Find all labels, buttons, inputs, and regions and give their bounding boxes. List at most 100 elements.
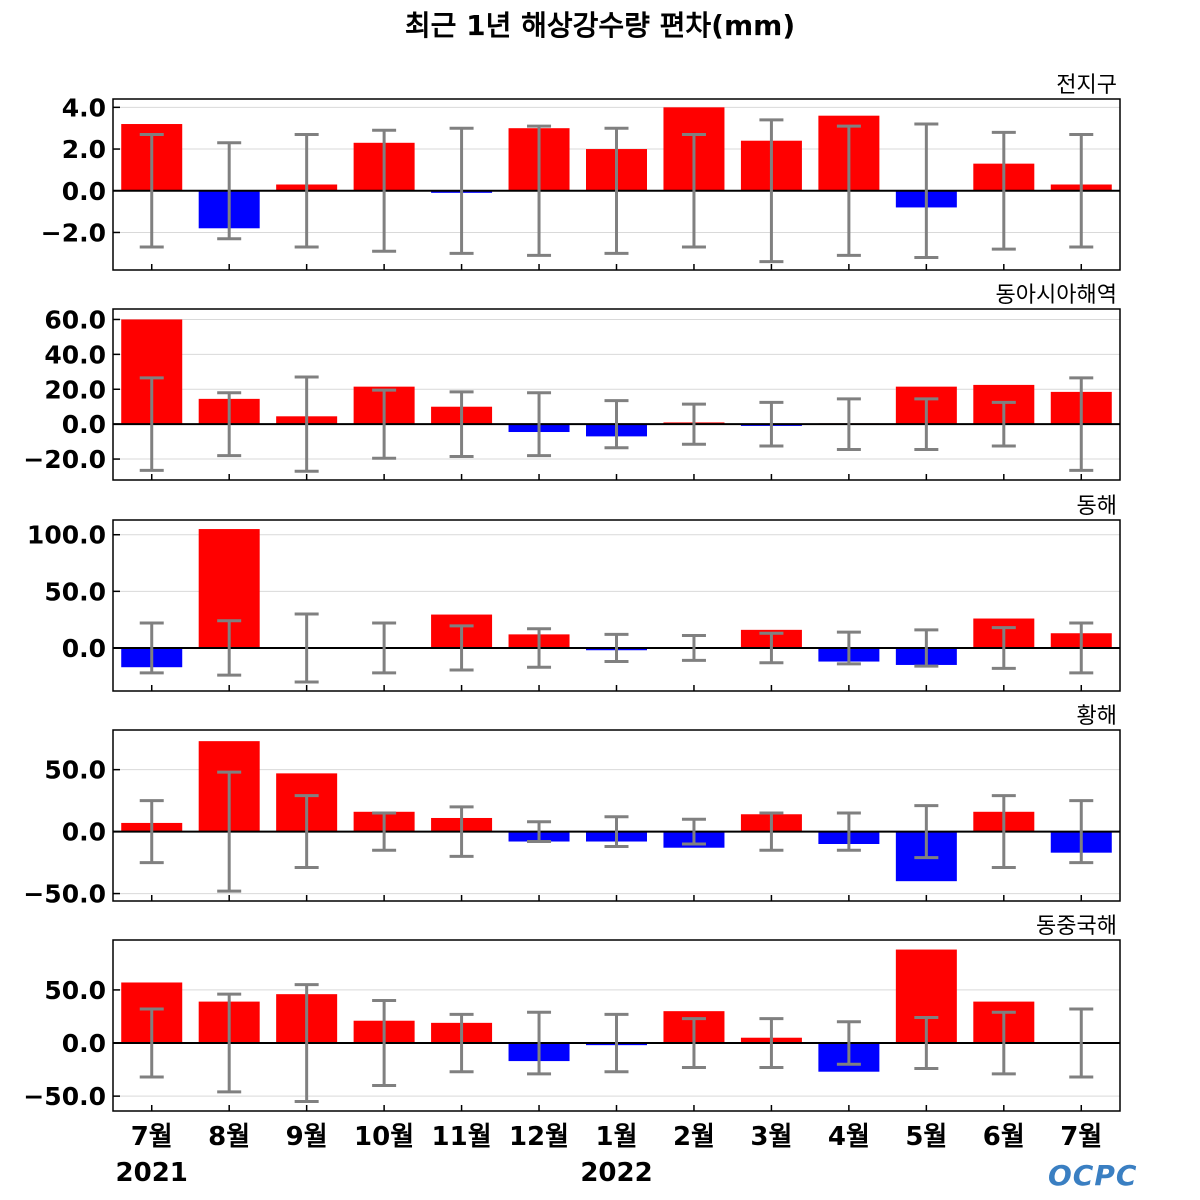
error-bar bbox=[836, 811, 861, 852]
x-tick-label: 8월 bbox=[208, 1122, 250, 1152]
x-tick-label: 7월 bbox=[1060, 1122, 1102, 1152]
error-bar bbox=[991, 400, 1016, 448]
y-tick-label: 0.0 bbox=[62, 818, 106, 847]
panel-3: 100.0 50.0 0.0 동해 bbox=[27, 494, 1121, 692]
error-bar bbox=[372, 811, 397, 852]
panel-title: 동중국해 bbox=[1036, 914, 1117, 939]
error-bar bbox=[604, 1012, 629, 1074]
panel-4: 50.0 0.0 −50.0 황해 bbox=[23, 704, 1121, 909]
error-bar bbox=[1069, 132, 1094, 249]
panel-2: 60.0 40.0 20.0 0.0 −20.0 동아시아해역 bbox=[23, 283, 1121, 481]
chart-title: 최근 1년 해상강수량 편차(mm) bbox=[404, 9, 796, 42]
x-tick-label: 2월 bbox=[673, 1122, 715, 1152]
error-bar bbox=[759, 811, 784, 852]
y-tick-label: 100.0 bbox=[27, 521, 106, 550]
error-bar bbox=[527, 1010, 552, 1076]
error-bar bbox=[139, 1007, 164, 1079]
error-bar bbox=[836, 124, 861, 257]
x-tick-label: 9월 bbox=[286, 1122, 328, 1152]
error-bar bbox=[991, 794, 1016, 870]
x-axis-labels: 7월 8월 9월 10월 11월 12월 1월 2월 3월 4월 5월 6월 7월 2021 2022 bbox=[116, 1122, 1103, 1188]
plot-frame bbox=[112, 308, 1121, 481]
error-bar bbox=[449, 805, 474, 858]
error-bar bbox=[604, 399, 629, 450]
y-tick-label: 0.0 bbox=[62, 177, 106, 206]
x-tick-label: 1월 bbox=[595, 1122, 637, 1152]
error-bar bbox=[139, 799, 164, 865]
error-bar bbox=[991, 626, 1016, 670]
y-tick-label: 60.0 bbox=[44, 305, 106, 334]
panel-5: 50.0 0.0 −50.0 동중국해 bbox=[23, 914, 1121, 1112]
error-bar bbox=[372, 621, 397, 675]
error-bar bbox=[294, 612, 319, 684]
error-bar bbox=[604, 815, 629, 848]
y-tick-label: 4.0 bbox=[62, 93, 106, 122]
x-tick-label: 4월 bbox=[828, 1122, 870, 1152]
error-bar bbox=[914, 122, 939, 259]
error-bar bbox=[449, 126, 474, 255]
plot-frame bbox=[112, 519, 1121, 692]
error-bar bbox=[1069, 376, 1094, 472]
error-bar bbox=[449, 1012, 474, 1074]
y-tick-label: 20.0 bbox=[44, 375, 106, 404]
error-bar bbox=[991, 1010, 1016, 1076]
y-tick-label: 0.0 bbox=[62, 634, 106, 663]
y-tick-label: 2.0 bbox=[62, 135, 106, 164]
error-bar bbox=[836, 1020, 861, 1066]
y-tick-label: −2.0 bbox=[41, 218, 106, 247]
error-bar bbox=[759, 631, 784, 665]
y-tick-label: 0.0 bbox=[62, 410, 106, 439]
year-label: 2022 bbox=[580, 1158, 652, 1188]
error-bar bbox=[294, 132, 319, 249]
y-tick-label: 50.0 bbox=[44, 577, 106, 606]
error-bar bbox=[681, 817, 706, 846]
error-bar bbox=[759, 1017, 784, 1069]
error-bar bbox=[681, 634, 706, 662]
y-tick-label: −20.0 bbox=[23, 445, 106, 474]
error-bar bbox=[914, 1016, 939, 1071]
y-tick-label: 50.0 bbox=[44, 756, 106, 785]
error-bar bbox=[294, 794, 319, 870]
panel-title: 동해 bbox=[1077, 494, 1117, 519]
error-bar bbox=[836, 397, 861, 451]
error-bar bbox=[1069, 621, 1094, 675]
year-label: 2021 bbox=[116, 1158, 188, 1188]
error-bar bbox=[449, 624, 474, 672]
x-tick-label: 6월 bbox=[983, 1122, 1025, 1152]
error-bar bbox=[372, 128, 397, 253]
error-bar bbox=[372, 388, 397, 460]
error-bar bbox=[914, 628, 939, 668]
y-tick-label: −50.0 bbox=[23, 880, 106, 909]
error-bar bbox=[604, 632, 629, 664]
y-tick-label: −50.0 bbox=[23, 1082, 106, 1111]
error-bar bbox=[914, 397, 939, 451]
x-tick-label: 12월 bbox=[509, 1122, 569, 1152]
error-bar bbox=[604, 126, 629, 255]
x-tick-label: 11월 bbox=[432, 1122, 492, 1152]
panel-1: 4.0 2.0 0.0 −2.0 전지구 bbox=[41, 73, 1121, 271]
error-bar bbox=[139, 621, 164, 675]
error-bar bbox=[836, 630, 861, 666]
error-bar bbox=[217, 770, 242, 893]
error-bar bbox=[294, 983, 319, 1103]
y-tick-label: 0.0 bbox=[62, 1029, 106, 1058]
error-bar bbox=[294, 375, 319, 473]
error-bar bbox=[217, 619, 242, 677]
panel-title: 황해 bbox=[1077, 704, 1117, 729]
error-bar bbox=[991, 130, 1016, 251]
x-tick-label: 3월 bbox=[750, 1122, 792, 1152]
error-bar bbox=[681, 402, 706, 446]
error-bar bbox=[527, 124, 552, 257]
error-bar bbox=[217, 992, 242, 1094]
error-bar bbox=[527, 820, 552, 844]
error-bar bbox=[681, 1017, 706, 1069]
error-bar bbox=[139, 376, 164, 472]
y-tick-label: 40.0 bbox=[44, 340, 106, 369]
error-bar bbox=[449, 390, 474, 458]
y-tick-label: 50.0 bbox=[44, 976, 106, 1005]
x-tick-label: 7월 bbox=[131, 1122, 173, 1152]
panel-title: 동아시아해역 bbox=[996, 283, 1117, 308]
error-bar bbox=[139, 132, 164, 249]
